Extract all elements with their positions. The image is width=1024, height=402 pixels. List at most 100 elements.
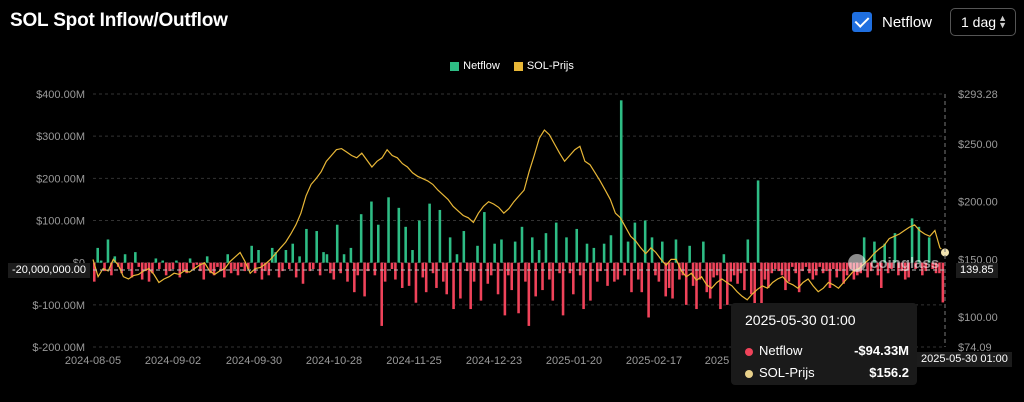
netflow-bar: [541, 262, 544, 291]
netflow-bar: [818, 262, 821, 267]
x-tick-label: 2025-02-17: [626, 355, 682, 367]
y-left-ticks: $400.00M$300.00M$200.00M$100.00M$0$-100.…: [32, 89, 85, 354]
netflow-bar: [199, 262, 202, 272]
tooltip: 2025-05-30 01:00 Netflow -$94.33M SOL-Pr…: [731, 303, 917, 385]
netflow-bar: [400, 262, 404, 288]
netflow-bar: [548, 262, 551, 280]
netflow-bar: [760, 262, 763, 331]
netflow-bar: [691, 262, 695, 286]
netflow-bar: [753, 262, 756, 326]
netflow-bar: [613, 262, 616, 282]
netflow-bar: [161, 260, 164, 263]
netflow-toggle[interactable]: Netflow: [852, 12, 932, 32]
netflow-bar: [277, 262, 281, 278]
netflow-bar: [873, 241, 876, 263]
netflow-bar: [267, 262, 271, 276]
netflow-bar: [353, 262, 356, 293]
netflow-bar: [510, 262, 514, 291]
netflow-bar: [883, 243, 886, 263]
netflow-bar: [650, 237, 654, 263]
netflow-bar: [212, 262, 216, 276]
netflow-bar: [442, 262, 445, 282]
netflow-bar: [554, 222, 558, 263]
netflow-bar: [619, 100, 623, 263]
netflow-bar: [99, 260, 103, 263]
netflow-bar: [383, 262, 387, 282]
netflow-bar: [715, 262, 719, 276]
netflow-bar: [209, 262, 212, 274]
netflow-bar: [695, 262, 698, 310]
x-tick-label: 2024-11-25: [386, 355, 441, 367]
tooltip-price-value: $156.2: [869, 365, 909, 380]
netflow-bar: [746, 239, 750, 263]
netflow-bar: [414, 262, 418, 303]
netflow-bar: [240, 262, 243, 267]
netflow-bar: [123, 254, 127, 263]
netflow-bar: [496, 262, 500, 295]
netflow-bar: [537, 250, 541, 263]
netflow-bar: [274, 252, 277, 263]
legend-item-price[interactable]: SOL-Prijs: [513, 60, 574, 72]
netflow-bar: [626, 241, 630, 263]
netflow-bar: [828, 262, 832, 288]
netflow-bar: [517, 262, 520, 314]
netflow-bar: [120, 262, 123, 274]
netflow-bar: [483, 212, 486, 263]
netflow-bar: [462, 231, 466, 263]
netflow-bar: [763, 262, 767, 280]
netflow-bar: [845, 262, 849, 276]
netflow-bar: [226, 254, 230, 263]
legend-label-price: SOL-Prijs: [526, 60, 574, 72]
netflow-bar: [236, 262, 240, 276]
netflow-bar: [205, 256, 209, 263]
legend-item-netflow[interactable]: Netflow: [450, 60, 500, 72]
legend-label-netflow: Netflow: [463, 60, 500, 72]
netflow-toggle-label: Netflow: [882, 13, 933, 31]
netflow-bar: [250, 245, 253, 263]
netflow-bar: [394, 262, 397, 280]
netflow-bar: [811, 262, 815, 280]
netflow-bar: [708, 262, 712, 299]
netflow-bar: [825, 262, 828, 272]
checkbox-checked-icon[interactable]: [852, 12, 872, 32]
netflow-bar: [311, 262, 315, 269]
netflow-bar: [489, 262, 493, 276]
netflow-bar: [246, 262, 250, 269]
netflow-bar: [335, 224, 339, 263]
netflow-bar: [181, 262, 185, 272]
x-tick-label: 2024-09-02: [145, 355, 201, 367]
netflow-bar: [879, 262, 883, 288]
tooltip-price-label: SOL-Prijs: [759, 365, 815, 380]
netflow-bar: [257, 250, 260, 263]
netflow-bar: [301, 262, 305, 284]
interval-select[interactable]: 1 dag ▲ ▼: [950, 8, 1016, 36]
netflow-bar: [585, 243, 589, 263]
netflow-bar: [732, 262, 736, 276]
netflow-bar: [743, 262, 746, 291]
netflow-bar: [657, 262, 661, 282]
netflow-bar: [465, 262, 469, 272]
netflow-bar: [493, 243, 496, 263]
netflow-bar: [698, 262, 702, 280]
netflow-bar: [609, 235, 613, 263]
netflow-bar: [438, 209, 442, 263]
netflow-bar: [137, 262, 141, 267]
netflow-bar: [838, 262, 842, 272]
watermark: coinglass: [848, 254, 939, 272]
netflow-bar: [103, 262, 106, 272]
y-left-tick-label: $-100.00M: [32, 300, 85, 312]
x-tick-label: 2024-09-30: [226, 355, 282, 367]
netflow-bar: [842, 262, 845, 284]
netflow-bar: [869, 262, 873, 272]
netflow-bar: [804, 262, 808, 267]
netflow-bar: [903, 262, 907, 280]
netflow-bar: [418, 220, 421, 263]
netflow-bar: [158, 262, 161, 269]
netflow-bar: [380, 262, 383, 326]
netflow-bar: [188, 258, 192, 263]
netflow-bar: [325, 254, 329, 263]
netflow-bar: [154, 258, 158, 263]
netflow-bar: [893, 233, 897, 263]
netflow-bar: [688, 245, 691, 263]
